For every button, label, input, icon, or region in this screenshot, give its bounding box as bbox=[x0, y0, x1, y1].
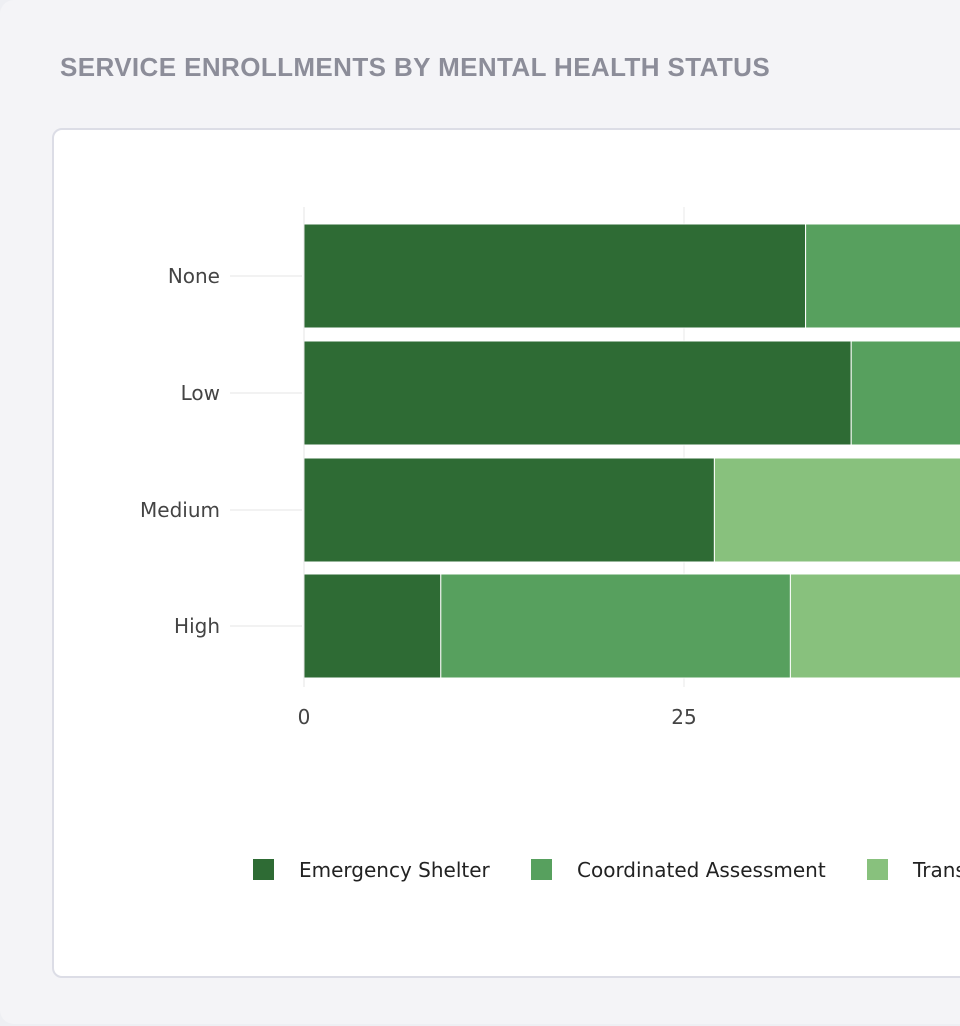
bar-segment[interactable] bbox=[850, 340, 960, 446]
bar-segment[interactable] bbox=[303, 573, 442, 679]
y-tick-label: High bbox=[174, 614, 220, 638]
legend-swatch bbox=[867, 859, 888, 880]
legend-swatch bbox=[253, 859, 274, 880]
legend-label: Emergency Shelter bbox=[299, 858, 491, 882]
legend-label: Coordinated Assessment bbox=[577, 858, 826, 882]
x-tick-label: 25 bbox=[671, 705, 696, 729]
bar-segment[interactable] bbox=[789, 573, 960, 679]
bar-segment[interactable] bbox=[713, 457, 960, 563]
bar-segment[interactable] bbox=[303, 223, 807, 329]
bar-segment[interactable] bbox=[440, 573, 791, 679]
legend-item[interactable]: Emergency Shelter bbox=[253, 858, 491, 882]
legend-swatch bbox=[531, 859, 552, 880]
legend-item[interactable]: Trans bbox=[867, 858, 960, 882]
legend-item[interactable]: Coordinated Assessment bbox=[531, 858, 826, 882]
x-tick-label: 0 bbox=[298, 705, 311, 729]
stacked-bar-chart: None Low Medium High 0 25 Emergency Shelter Coo… bbox=[140, 207, 960, 882]
panel-title: SERVICE ENROLLMENTS BY MENTAL HEALTH STA… bbox=[60, 52, 771, 82]
chart-card: None Low Medium High 0 25 Emergency Shelter Coo… bbox=[52, 128, 960, 978]
y-tick-label: Medium bbox=[140, 498, 220, 522]
y-tick-label: None bbox=[168, 264, 220, 288]
y-tick-label: Low bbox=[181, 381, 220, 405]
bar-segment[interactable] bbox=[303, 457, 715, 563]
bar-segment[interactable] bbox=[303, 340, 852, 446]
bar-segment[interactable] bbox=[805, 223, 960, 329]
legend-label: Trans bbox=[912, 858, 960, 882]
